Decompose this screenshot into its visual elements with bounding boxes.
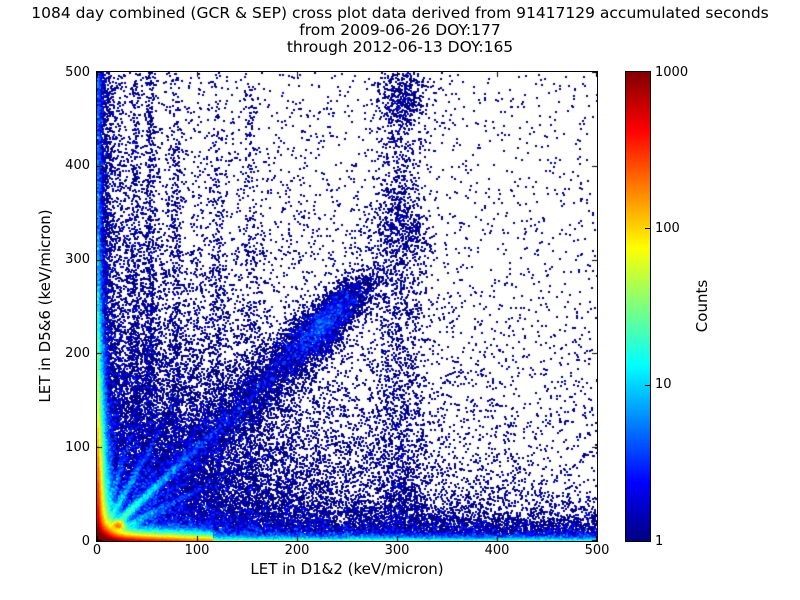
colorbar-tick-mark: [645, 228, 651, 229]
y-tick-label: 200: [65, 346, 90, 361]
title-line-3: through 2012-06-13 DOY:165: [286, 38, 514, 56]
y-tick-label: 100: [65, 440, 90, 455]
plot-area: [96, 71, 598, 542]
colorbar-gradient: [625, 71, 651, 542]
chart-title: 1084 day combined (GCR & SEP) cross plot…: [0, 5, 800, 56]
title-line-1: 1084 day combined (GCR & SEP) cross plot…: [31, 4, 769, 22]
x-tick-label: 100: [184, 543, 210, 558]
colorbar-tick-label: 100: [655, 221, 680, 236]
colorbar-tick-mark: [645, 385, 651, 386]
x-tick-label: 200: [284, 543, 310, 558]
x-tick-label: 0: [92, 543, 102, 558]
x-tick-label: 400: [484, 543, 510, 558]
colorbar-tick-label: 1000: [655, 65, 689, 80]
colorbar-tick-label: 10: [655, 377, 672, 392]
x-axis-label: LET in D1&2 (keV/micron): [250, 560, 444, 578]
y-tick-label: 400: [65, 158, 90, 173]
scatter-heatmap-canvas: [97, 72, 597, 541]
x-tick-label: 300: [384, 543, 410, 558]
y-tick-label: 300: [65, 252, 90, 267]
y-tick-label: 0: [81, 534, 90, 549]
y-axis-label: LET in D5&6 (keV/micron): [36, 209, 54, 403]
title-line-2: from 2009-06-26 DOY:177: [299, 21, 501, 39]
colorbar-tick-label: 1: [655, 534, 664, 549]
y-tick-label: 500: [65, 65, 90, 80]
x-tick-label: 500: [584, 543, 610, 558]
colorbar-label: Counts: [693, 279, 711, 333]
